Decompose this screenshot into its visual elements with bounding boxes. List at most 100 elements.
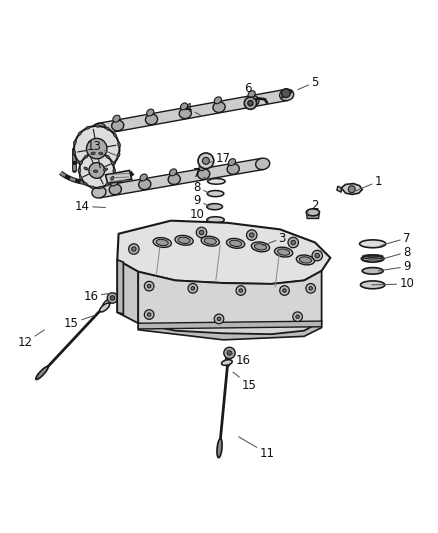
Polygon shape (98, 158, 264, 198)
Ellipse shape (110, 179, 118, 186)
Ellipse shape (84, 167, 88, 170)
Ellipse shape (92, 187, 106, 198)
Ellipse shape (112, 120, 124, 131)
Ellipse shape (201, 236, 219, 246)
Text: 10: 10 (190, 208, 209, 222)
Ellipse shape (99, 303, 110, 312)
Polygon shape (341, 183, 362, 195)
Ellipse shape (113, 168, 116, 173)
Ellipse shape (247, 96, 259, 106)
Polygon shape (306, 212, 319, 219)
Circle shape (250, 233, 254, 237)
Ellipse shape (78, 132, 81, 135)
Text: 10: 10 (372, 278, 414, 290)
Ellipse shape (362, 268, 383, 274)
Circle shape (198, 153, 214, 169)
Polygon shape (117, 260, 124, 314)
Text: 8: 8 (194, 181, 209, 193)
Polygon shape (98, 90, 288, 134)
Ellipse shape (73, 150, 76, 155)
Circle shape (312, 251, 322, 261)
Ellipse shape (226, 238, 245, 248)
Text: 13: 13 (87, 140, 118, 156)
Ellipse shape (106, 182, 110, 186)
Circle shape (291, 240, 295, 245)
Ellipse shape (99, 152, 103, 155)
Circle shape (202, 157, 209, 164)
Ellipse shape (112, 162, 116, 165)
Polygon shape (117, 260, 138, 323)
Ellipse shape (228, 159, 236, 166)
Text: 7: 7 (194, 167, 210, 181)
Ellipse shape (156, 239, 168, 246)
Circle shape (196, 227, 207, 238)
Ellipse shape (145, 114, 158, 125)
Ellipse shape (111, 161, 114, 165)
Polygon shape (284, 90, 292, 96)
Circle shape (293, 312, 302, 321)
Circle shape (248, 101, 253, 106)
Polygon shape (106, 171, 132, 183)
Ellipse shape (140, 174, 147, 181)
Circle shape (148, 285, 151, 288)
Circle shape (74, 126, 120, 171)
Circle shape (309, 287, 312, 290)
Text: 1: 1 (354, 175, 382, 191)
Ellipse shape (179, 108, 191, 118)
Circle shape (87, 139, 107, 159)
Ellipse shape (213, 102, 225, 112)
Ellipse shape (36, 366, 48, 379)
Circle shape (145, 281, 154, 291)
Circle shape (283, 289, 286, 292)
Text: 15: 15 (64, 316, 95, 330)
Ellipse shape (78, 168, 81, 172)
Ellipse shape (300, 257, 311, 263)
Ellipse shape (254, 244, 267, 250)
Ellipse shape (170, 169, 177, 176)
Circle shape (224, 348, 235, 359)
Polygon shape (117, 221, 330, 284)
Ellipse shape (74, 140, 76, 144)
Ellipse shape (102, 300, 111, 308)
Text: 9: 9 (378, 260, 410, 273)
Circle shape (132, 247, 136, 251)
Ellipse shape (117, 152, 120, 157)
Circle shape (129, 244, 139, 254)
Ellipse shape (111, 176, 114, 180)
Ellipse shape (139, 179, 151, 190)
Text: 16: 16 (84, 290, 114, 303)
Text: 6: 6 (244, 82, 254, 100)
Text: 14: 14 (75, 200, 106, 213)
Circle shape (236, 286, 246, 295)
Ellipse shape (91, 186, 95, 189)
Ellipse shape (279, 89, 294, 101)
Ellipse shape (214, 97, 222, 104)
Ellipse shape (175, 236, 193, 245)
Ellipse shape (222, 360, 232, 365)
Circle shape (282, 89, 290, 98)
Circle shape (107, 293, 118, 303)
Text: 7: 7 (381, 232, 410, 246)
Circle shape (110, 296, 115, 300)
Ellipse shape (360, 240, 386, 248)
Ellipse shape (297, 255, 314, 265)
Ellipse shape (147, 109, 154, 116)
Ellipse shape (80, 160, 83, 165)
Ellipse shape (180, 103, 187, 110)
Circle shape (217, 317, 221, 321)
Circle shape (214, 314, 224, 324)
Ellipse shape (91, 152, 95, 155)
Polygon shape (138, 271, 321, 334)
Text: 11: 11 (239, 437, 275, 460)
Ellipse shape (178, 237, 190, 244)
Text: 2: 2 (306, 199, 319, 214)
Ellipse shape (227, 164, 239, 174)
Ellipse shape (278, 249, 290, 255)
Ellipse shape (251, 242, 269, 252)
Ellipse shape (118, 142, 120, 147)
Ellipse shape (113, 133, 117, 138)
Ellipse shape (79, 176, 82, 180)
Ellipse shape (198, 169, 210, 180)
Ellipse shape (225, 356, 230, 367)
Ellipse shape (306, 209, 319, 216)
